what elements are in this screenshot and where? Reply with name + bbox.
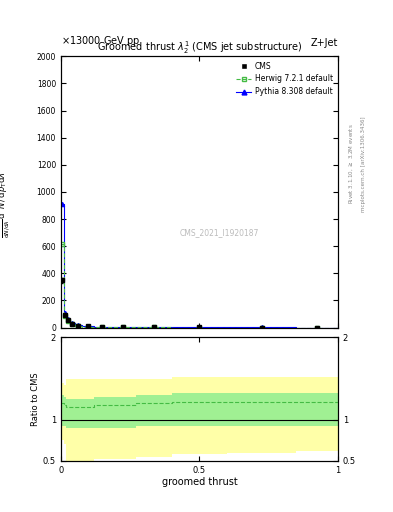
Text: $\times$13000 GeV pp: $\times$13000 GeV pp <box>61 34 140 48</box>
X-axis label: groomed thrust: groomed thrust <box>162 477 237 487</box>
Title: Groomed thrust $\lambda_2^1$ (CMS jet substructure): Groomed thrust $\lambda_2^1$ (CMS jet su… <box>97 39 302 56</box>
Text: CMS_2021_I1920187: CMS_2021_I1920187 <box>179 228 259 237</box>
Legend: CMS, Herwig 7.2.1 default, Pythia 8.308 default: CMS, Herwig 7.2.1 default, Pythia 8.308 … <box>235 60 334 98</box>
Text: Z+Jet: Z+Jet <box>310 38 338 48</box>
Text: $\frac{1}{\mathrm{d}N/\mathrm{d}\lambda}\,\mathrm{d}^2N\,/\,\mathrm{d}p_\mathrm{: $\frac{1}{\mathrm{d}N/\mathrm{d}\lambda}… <box>0 172 12 238</box>
Text: Rivet 3.1.10, $\geq$ 3.2M events: Rivet 3.1.10, $\geq$ 3.2M events <box>348 123 356 204</box>
Text: mcplots.cern.ch [arXiv:1306.3436]: mcplots.cern.ch [arXiv:1306.3436] <box>361 116 366 211</box>
Y-axis label: Ratio to CMS: Ratio to CMS <box>31 372 40 426</box>
